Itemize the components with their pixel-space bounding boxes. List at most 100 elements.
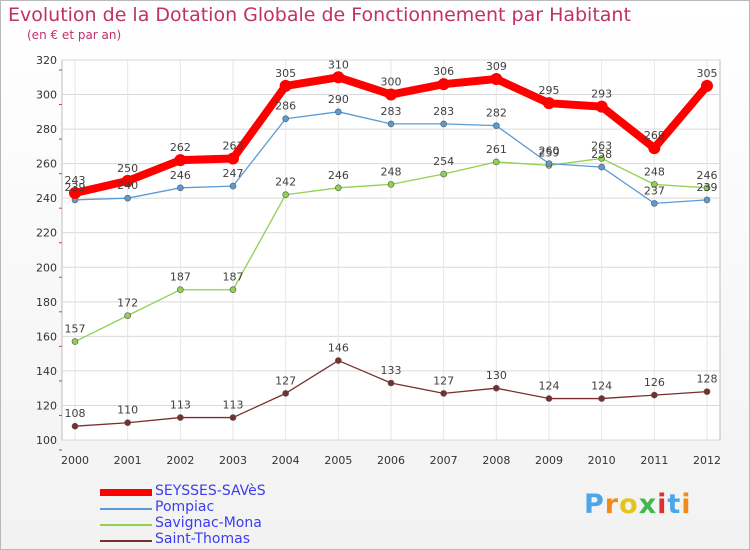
y-tick-label: 140 xyxy=(36,365,57,378)
data-label: 172 xyxy=(117,297,138,310)
data-point xyxy=(177,414,184,421)
data-label: 247 xyxy=(223,167,244,180)
data-label: 282 xyxy=(486,107,507,120)
data-point xyxy=(385,88,397,101)
data-label: 146 xyxy=(328,342,349,355)
data-point xyxy=(177,184,184,192)
data-point xyxy=(229,182,237,190)
y-tick-label: 240 xyxy=(36,192,57,205)
data-label: 305 xyxy=(275,67,296,80)
data-point xyxy=(335,357,342,364)
y-tick-label: 120 xyxy=(36,399,57,412)
data-label: 250 xyxy=(117,162,138,175)
y-tick-label: 180 xyxy=(36,296,57,309)
legend-swatch xyxy=(100,508,152,510)
data-point xyxy=(282,115,289,123)
data-label: 286 xyxy=(275,100,296,113)
data-label: 113 xyxy=(223,399,244,412)
data-point xyxy=(335,184,342,192)
data-point xyxy=(177,286,184,294)
data-point xyxy=(69,187,81,199)
data-label: 248 xyxy=(381,165,402,178)
data-label: 258 xyxy=(591,148,612,161)
legend-label: SEYSSES-SAVèS xyxy=(155,483,266,499)
data-label: 306 xyxy=(433,65,454,78)
data-label: 261 xyxy=(486,143,507,156)
x-tick-label: 2006 xyxy=(377,454,405,467)
legend-swatch xyxy=(100,489,152,496)
legend-label: Pompiac xyxy=(155,499,215,515)
x-tick-label: 2001 xyxy=(114,454,142,467)
data-label: 262 xyxy=(170,141,191,154)
chart-title: Evolution de la Dotation Globale de Fonc… xyxy=(8,4,631,26)
data-label: 246 xyxy=(170,169,191,182)
y-tick-label: 320 xyxy=(36,54,57,67)
data-point xyxy=(440,120,447,128)
data-point xyxy=(335,108,342,116)
data-point xyxy=(227,152,239,165)
data-point xyxy=(701,79,713,92)
legend-label: Savignac-Mona xyxy=(155,515,262,531)
data-point xyxy=(493,158,500,166)
x-tick-label: 2000 xyxy=(61,454,89,467)
data-point xyxy=(703,184,711,192)
y-tick-label: 160 xyxy=(36,330,57,343)
x-tick-label: 2011 xyxy=(640,454,668,467)
data-point xyxy=(174,154,187,167)
y-tick-label: 260 xyxy=(36,158,57,171)
data-label: 124 xyxy=(591,380,612,393)
data-point xyxy=(598,163,605,171)
data-point xyxy=(493,384,500,392)
data-point xyxy=(440,390,447,397)
proxiti-logo: Proxiti xyxy=(584,489,692,520)
data-point xyxy=(598,155,605,162)
data-label: 300 xyxy=(381,76,402,89)
data-label: 295 xyxy=(539,84,560,97)
x-tick-label: 2002 xyxy=(166,454,194,467)
data-label: 110 xyxy=(117,404,138,417)
data-label: 254 xyxy=(433,155,454,168)
legend-swatch xyxy=(100,540,152,542)
data-label: 113 xyxy=(170,399,191,412)
data-point xyxy=(703,196,711,204)
y-tick-label: 100 xyxy=(36,434,57,447)
data-label: 259 xyxy=(539,146,560,159)
data-point xyxy=(648,142,661,155)
data-point xyxy=(332,71,345,84)
data-label: 263 xyxy=(591,139,612,152)
data-label: 187 xyxy=(223,271,244,284)
data-point xyxy=(282,390,289,397)
data-label: 283 xyxy=(433,105,454,118)
data-point xyxy=(543,97,555,110)
data-point xyxy=(493,122,500,129)
data-point xyxy=(440,170,447,178)
data-point xyxy=(121,174,134,187)
data-label: 239 xyxy=(697,181,718,194)
data-label: 126 xyxy=(644,376,665,389)
data-label: 240 xyxy=(117,179,138,192)
data-point xyxy=(279,79,292,92)
data-point xyxy=(651,391,658,399)
data-point xyxy=(437,78,450,91)
data-point xyxy=(387,379,395,387)
y-tick-label: 220 xyxy=(36,227,57,240)
data-label: 187 xyxy=(170,271,191,284)
data-label: 133 xyxy=(381,364,402,377)
data-label: 239 xyxy=(65,181,86,194)
data-label: 108 xyxy=(65,407,86,420)
data-point xyxy=(124,312,131,319)
x-tick-label: 2005 xyxy=(324,454,352,467)
legend-swatch xyxy=(100,524,152,526)
data-label: 130 xyxy=(486,369,507,382)
data-point xyxy=(282,191,289,199)
data-point xyxy=(703,388,711,395)
y-tick-label: 300 xyxy=(36,89,57,102)
data-label: 242 xyxy=(275,176,296,189)
data-point xyxy=(387,120,395,128)
data-label: 309 xyxy=(486,60,507,73)
data-point xyxy=(71,338,79,345)
x-tick-label: 2012 xyxy=(693,454,721,467)
y-tick-label: 280 xyxy=(36,123,57,136)
x-tick-label: 2008 xyxy=(482,454,510,467)
